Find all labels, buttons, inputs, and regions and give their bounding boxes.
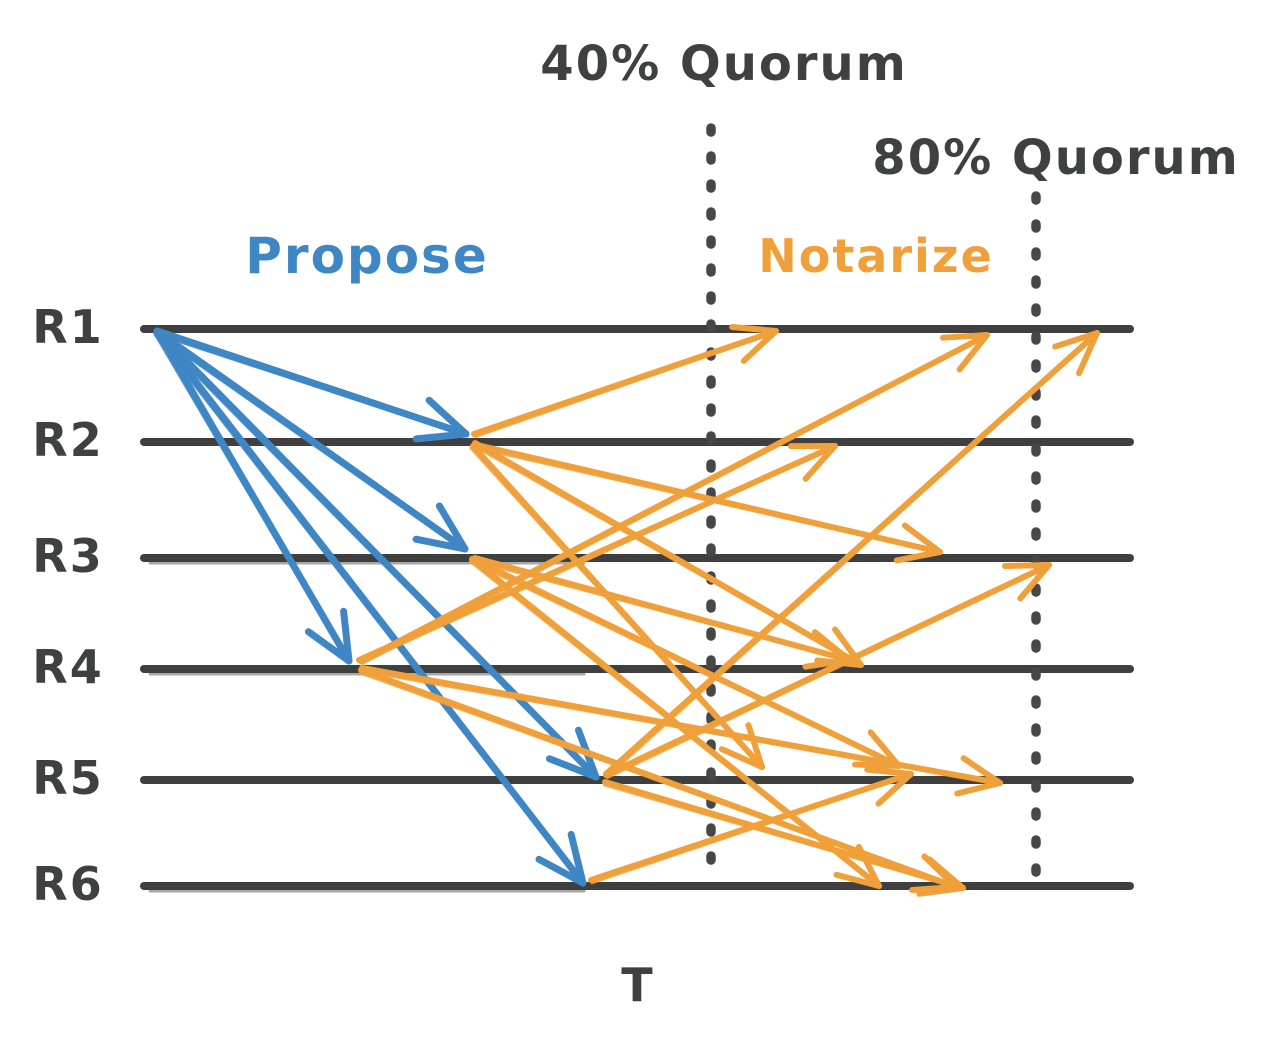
notarize-arrow-r2-r3-barb bbox=[893, 549, 943, 564]
quorum-80-label: 80% Quorum bbox=[872, 130, 1240, 186]
notarize-arrow-r2-r5-shaft-streak bbox=[469, 446, 763, 770]
notarize-arrow-r4-r5-barb bbox=[960, 755, 1003, 786]
propose-arrow-r1-r3-shaft-streak bbox=[154, 333, 466, 552]
notarize-arrow-r2-r5-shaft bbox=[470, 443, 765, 770]
notarize-arrow-r4-r1-barb bbox=[956, 332, 990, 373]
replica-label-r3: R3 bbox=[32, 529, 104, 583]
notarize-arrow-r5-r6-shaft-streak bbox=[602, 783, 964, 891]
notarize-arrow-r2-r1-barb bbox=[729, 324, 779, 334]
propose-arrow-r1-r4-barb bbox=[340, 607, 353, 665]
notarize-arrow-r5-r1-shaft-streak bbox=[606, 332, 1100, 778]
notarize-arrow-r4-r2-shaft-streak bbox=[359, 445, 837, 665]
notarize-arrow-r5-r6-barb bbox=[926, 856, 966, 891]
propose-arrow-r1-r2-shaft-streak bbox=[154, 332, 468, 437]
notarize-arrow-r4-r5-shaft-streak bbox=[360, 669, 1002, 786]
propose-arrow-r1-r5-barb bbox=[545, 755, 600, 781]
propose-arrow-r1-r6-barb bbox=[567, 830, 587, 887]
replica-label-r4: R4 bbox=[32, 640, 104, 694]
notarize-arrow-r2-r5-barb bbox=[718, 746, 765, 770]
notarize-arrow-r3-r5-barb bbox=[867, 729, 902, 769]
propose-arrow-r1-r5-shaft-streak bbox=[154, 332, 597, 780]
propose-arrow-r1-r2-barb bbox=[425, 396, 470, 438]
replica-label-r6: R6 bbox=[32, 857, 104, 911]
notarize-arrow-r5-r1-barb bbox=[1076, 330, 1100, 377]
notarize-arrow-r4-r1-barb bbox=[940, 332, 990, 341]
notarize-arrow-r3-r6-barb bbox=[833, 871, 882, 889]
notarize-arrow-r4-r5-shaft bbox=[359, 665, 1003, 786]
propose-arrow-r1-r4-shaft bbox=[153, 327, 353, 665]
notarize-arrow-r4-r2-barb bbox=[802, 443, 838, 482]
notarize-arrow-r4-r6-shaft-streak bbox=[358, 671, 957, 890]
propose-arrow-r1-r2-shaft bbox=[153, 327, 470, 438]
quorum-40-label: 40% Quorum bbox=[540, 36, 908, 92]
propose-phase-label: Propose bbox=[245, 227, 489, 285]
notarize-arrow-r2-r3-shaft bbox=[474, 442, 943, 555]
propose-arrow-r1-r6-shaft bbox=[154, 329, 587, 887]
notarize-arrow-r5-r3-barb bbox=[1002, 562, 1052, 570]
notarize-arrow-r2-r1-shaft bbox=[471, 328, 779, 437]
notarize-arrow-r4-r6-shaft bbox=[358, 667, 959, 890]
notarize-arrow-r5-r6-barb bbox=[916, 885, 966, 897]
notarize-arrow-r3-r4-barb bbox=[811, 629, 852, 663]
time-axis-label: T bbox=[621, 958, 655, 1012]
notarize-arrow-r5-r1-barb bbox=[1052, 330, 1100, 350]
notarize-arrow-r2-r1-barb bbox=[740, 328, 779, 364]
notarize-arrow-r6-r5-barb bbox=[864, 766, 914, 777]
notarize-arrow-r6-r5-barb bbox=[875, 771, 914, 807]
notarize-arrow-r4-r2-shaft bbox=[356, 443, 838, 663]
propose-arrow-r1-r6-shaft-streak bbox=[153, 333, 584, 886]
replica-label-r2: R2 bbox=[32, 413, 104, 467]
notarize-arrow-r5-r1-shaft bbox=[603, 330, 1100, 777]
notarize-arrow-r5-r3-barb bbox=[1017, 562, 1052, 602]
notarize-arrow-r6-r5-shaft bbox=[588, 771, 914, 883]
propose-arrow-r1-r3-barb bbox=[435, 502, 469, 553]
propose-arrow-r1-r6-barb bbox=[535, 855, 587, 887]
notarize-arrow-r3-r5-shaft bbox=[470, 556, 902, 769]
replica-label-r1: R1 bbox=[32, 300, 104, 354]
propose-arrow-r1-r4-barb bbox=[304, 628, 353, 665]
notarize-arrow-r5-r3-shaft-streak bbox=[606, 564, 1051, 780]
propose-arrow-r1-r3-barb bbox=[412, 535, 469, 553]
notarize-arrow-r4-r1-shaft bbox=[358, 332, 990, 664]
notarize-arrow-r2-r4-shaft bbox=[472, 440, 864, 668]
notarize-arrow-r2-r4-shaft-streak bbox=[472, 444, 862, 668]
propose-arrow-r1-r3-shaft bbox=[154, 328, 469, 553]
propose-arrow-r1-r4-shaft-streak bbox=[152, 331, 350, 664]
notarize-arrow-r2-r5-barb bbox=[745, 722, 765, 770]
propose-arrow-r1-r5-shaft bbox=[154, 328, 600, 781]
replica-label-r5: R5 bbox=[32, 751, 104, 805]
notarize-arrow-r4-r5-barb bbox=[954, 780, 1003, 797]
notarize-arrow-r6-r5-shaft-streak bbox=[590, 773, 913, 885]
notarize-arrow-r3-r5-shaft-streak bbox=[470, 560, 900, 769]
notarize-arrow-r2-r1-shaft-streak bbox=[473, 330, 778, 439]
notarize-phase-label: Notarize bbox=[758, 229, 994, 283]
propose-arrow-r1-r2-barb bbox=[412, 430, 470, 443]
notarize-arrow-r2-r3-barb bbox=[901, 522, 943, 555]
notarize-arrow-r5-r6-shaft bbox=[602, 779, 966, 891]
notarize-arrow-r5-r3-shaft bbox=[603, 562, 1052, 778]
notarize-arrow-r3-r4-shaft bbox=[472, 555, 852, 663]
